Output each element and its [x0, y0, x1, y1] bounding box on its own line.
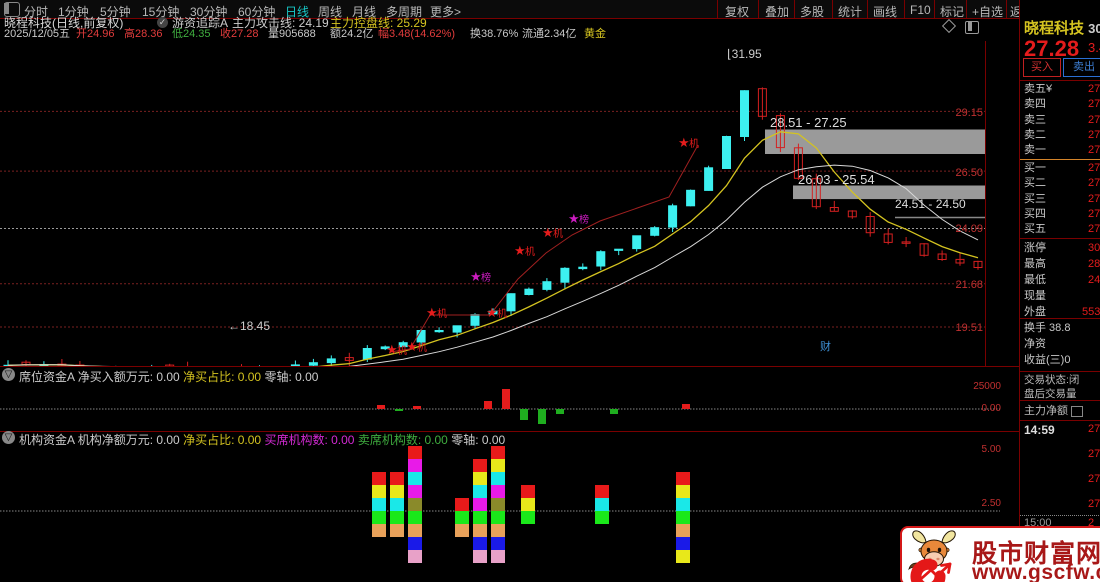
svg-text:机: 机 — [437, 307, 447, 320]
svg-text:★: ★ — [514, 243, 526, 258]
svg-text:★: ★ — [426, 305, 438, 320]
svg-text:★: ★ — [470, 269, 482, 284]
svg-text:★: ★ — [678, 135, 690, 150]
svg-text:★: ★ — [386, 342, 398, 357]
svg-text:机: 机 — [689, 137, 699, 150]
svg-text:机: 机 — [397, 344, 407, 357]
svg-text:★: ★ — [542, 225, 554, 240]
svg-text:机: 机 — [497, 307, 507, 320]
svg-text:机: 机 — [553, 227, 563, 240]
svg-text:★: ★ — [406, 339, 418, 354]
svg-text:★: ★ — [568, 211, 580, 226]
svg-text:榜: 榜 — [481, 271, 491, 284]
svg-text:机: 机 — [417, 341, 427, 354]
svg-text:★: ★ — [486, 305, 498, 320]
svg-text:机: 机 — [525, 245, 535, 258]
svg-text:榜: 榜 — [579, 213, 589, 226]
